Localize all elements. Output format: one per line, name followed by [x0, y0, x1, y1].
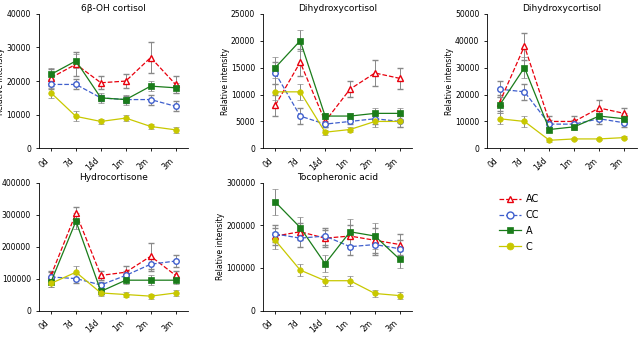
- Title: Hydrocortisone: Hydrocortisone: [79, 173, 148, 182]
- Y-axis label: Relative intensity: Relative intensity: [221, 48, 230, 115]
- Y-axis label: Relative intensity: Relative intensity: [445, 48, 454, 115]
- Title: 6β-OH cortisol: 6β-OH cortisol: [81, 4, 146, 13]
- Title: Dihydroxycortisol: Dihydroxycortisol: [522, 4, 601, 13]
- Title: Dihydroxycortisol: Dihydroxycortisol: [298, 4, 377, 13]
- Y-axis label: Relative intensity: Relative intensity: [0, 48, 5, 115]
- Y-axis label: Relative intensity: Relative intensity: [215, 213, 224, 280]
- Title: Tocopheronic acid: Tocopheronic acid: [297, 173, 378, 182]
- Legend: AC, CC, A, C: AC, CC, A, C: [500, 194, 539, 252]
